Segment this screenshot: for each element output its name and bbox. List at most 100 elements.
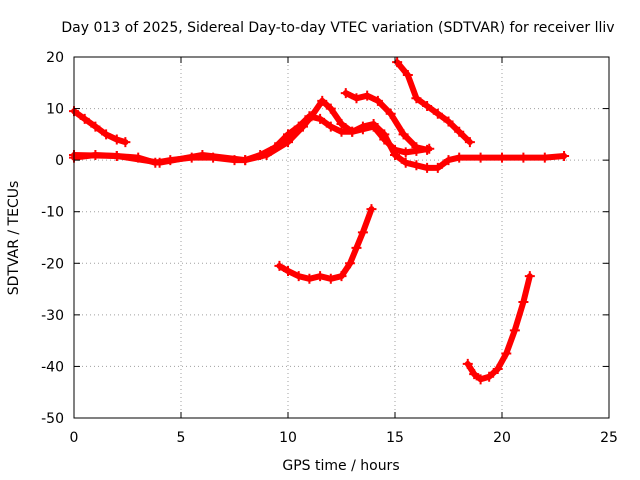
data-point [283,266,293,277]
data-point [402,70,413,81]
data-point [497,152,507,163]
data-point [79,113,90,124]
y-tick-label: 0 [55,153,64,169]
data-point [443,155,454,166]
series-line [71,97,568,171]
data-point [372,95,383,106]
data-point [261,149,272,160]
data-point [492,364,503,375]
data-point [559,151,570,162]
data-point [351,242,362,253]
data-point [484,371,495,382]
y-tick-label: -40 [41,359,64,375]
data-point [306,111,317,122]
data-point [454,152,465,163]
data-point [351,93,362,104]
series-arc-1 [69,106,131,148]
series-arc-3 [69,95,570,173]
data-point [304,273,315,284]
data-point [336,126,347,137]
data-point [400,147,411,158]
data-point [154,157,165,168]
data-point [362,90,373,101]
x-tick-label: 10 [279,430,297,446]
x-tick-label: 15 [386,430,404,446]
data-point [315,113,326,124]
data-point [120,137,131,148]
data-point [432,162,443,173]
data-point [366,204,377,215]
data-point [518,152,529,163]
data-point [392,57,403,68]
plot-frame [73,56,610,419]
data-point [90,121,101,132]
data-point [422,144,433,155]
data-point [368,119,379,130]
data-point [524,271,535,282]
data-point [422,100,433,111]
data-point [345,258,356,269]
data-point [240,155,251,166]
y-tick-label: 10 [46,102,64,118]
data-point [475,374,486,385]
y-tick-label: -30 [41,308,64,324]
y-tick-label: -10 [41,205,64,221]
data-point [432,108,443,119]
data-point [283,129,293,140]
data-point [475,152,486,163]
series-arc-4 [340,88,433,155]
x-tick-label: 0 [70,430,79,446]
series-line [394,59,473,146]
series-arc-6 [274,204,377,284]
data-point [400,157,411,168]
data-point [411,142,422,153]
data-point [283,137,293,148]
data-series [69,57,570,385]
data-point [385,108,396,119]
data-point [454,126,465,137]
data-point [274,260,285,271]
series-arc-7 [462,271,535,385]
data-point [390,149,400,160]
data-point [197,149,208,160]
data-point [464,137,475,148]
series-line [276,206,375,282]
x-tick-label: 5 [177,430,186,446]
data-point [325,103,336,114]
data-point [293,271,304,282]
data-point [469,369,480,380]
data-point [336,119,347,130]
data-point [411,160,422,171]
data-point [357,227,368,238]
data-point [357,121,368,132]
data-point [325,273,336,284]
data-point [539,152,550,163]
data-point [101,129,112,140]
data-point [111,151,122,162]
data-point [111,134,122,145]
grid [74,57,609,418]
data-point [443,116,454,127]
axes: 0 5 10 15 20 25 -50 -40 -30 -20 -10 0 10 20 [41,50,618,446]
data-point [518,296,529,307]
data-point [422,162,433,173]
data-point [379,129,390,140]
data-point [336,271,347,282]
y-tick-label: -50 [41,411,64,427]
data-point [411,93,422,104]
series-arc-5 [392,57,475,148]
y-tick-label: -20 [41,256,64,272]
x-axis-label: GPS time / hours [282,458,399,474]
series-line [464,273,533,383]
data-point [509,325,520,336]
x-tick-label: 25 [600,430,618,446]
data-point [297,121,308,132]
data-point [398,129,409,140]
data-point [462,358,473,369]
y-axis-label: SDTVAR / TECUs [6,181,22,296]
x-tick-label: 20 [493,430,511,446]
chart-title: Day 013 of 2025, Sidereal Day-to-day VTE… [61,20,614,36]
y-tick-label: 20 [46,50,64,66]
data-point [315,271,326,282]
